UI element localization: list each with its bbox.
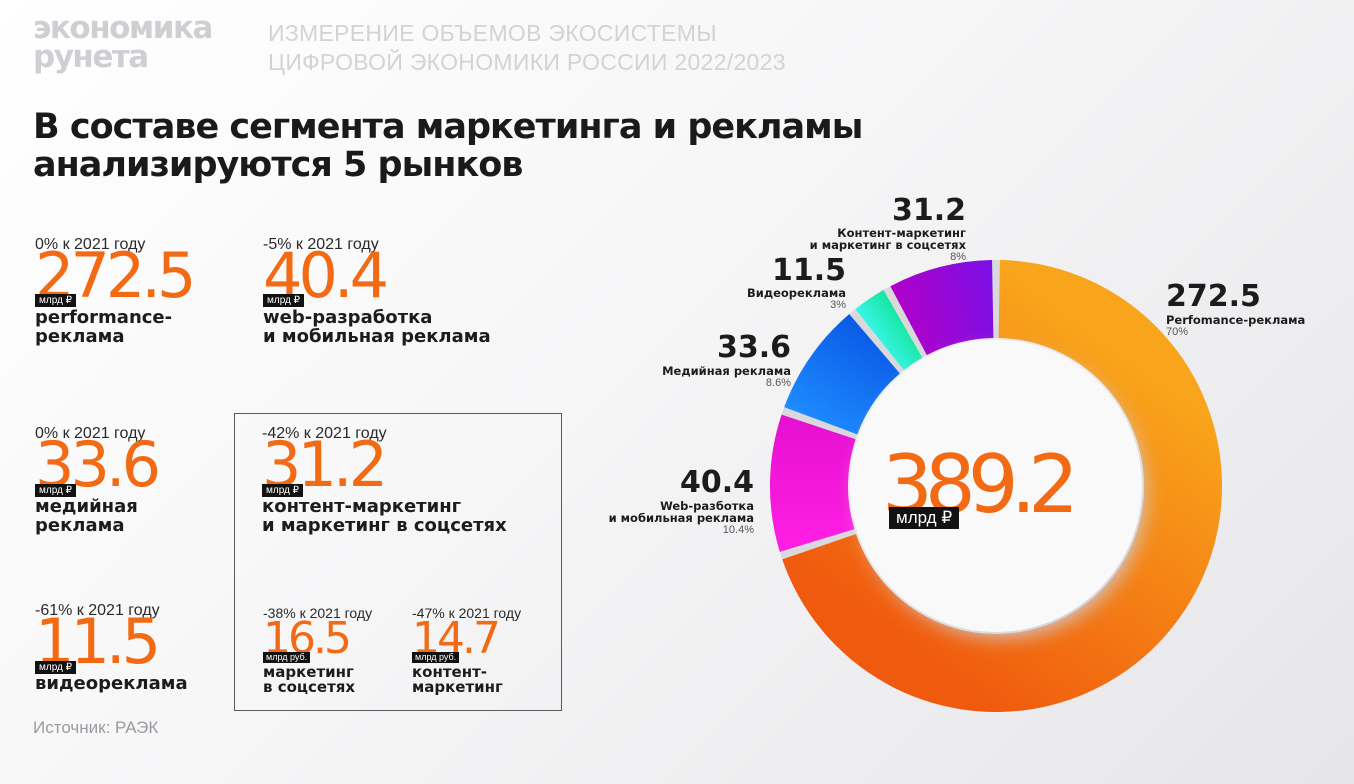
slice-percent: 10.4% [722, 524, 754, 536]
stat-unit: млрд руб. [412, 652, 460, 663]
stat-change: 0% к 2021 году [35, 236, 146, 253]
content-marketing-box [234, 413, 562, 711]
slice-label-web: 40.4 Web-разботка и мобильная реклама 10… [609, 468, 754, 537]
stat-label: web-разработка и мобильная реклама [263, 307, 491, 347]
slice-web [770, 414, 856, 552]
slice-label-video: 11.5 Видеореклама 3% [747, 256, 846, 312]
stat-change: -42% к 2021 году [262, 425, 387, 442]
page-title: В составе сегмента маркетинга и рекламы … [33, 107, 863, 185]
slice-value: 40.4 [679, 465, 754, 500]
slice-label-media: 33.6 Медийная реклама 8.6% [662, 333, 791, 390]
stat-unit: млрд ₽ [263, 294, 305, 307]
slice-value: 31.2 [891, 193, 966, 228]
slice-label-content: 31.2 Контент-маркетинг и маркетинг в соц… [810, 196, 966, 264]
slice-media [784, 314, 900, 435]
stat-content: -42% к 2021 году 31.2 млрд ₽ контент-мар… [262, 425, 507, 535]
stat-change: -38% к 2021 году [263, 605, 373, 621]
stat-change: 0% к 2021 году [35, 425, 146, 442]
slice-performance [782, 260, 1223, 713]
slice-name: Web-разботка [660, 499, 754, 513]
stat-label: видеореклама [35, 673, 188, 694]
stat-video: -61% к 2021 году 11.5 млрд ₽ видеореклам… [35, 602, 188, 693]
stat-unit: млрд ₽ [35, 661, 77, 674]
stat-unit: млрд ₽ [35, 294, 77, 307]
stat-web: -5% к 2021 году 40.4 млрд ₽ web-разработ… [263, 236, 491, 346]
stat-change: -5% к 2021 году [263, 236, 379, 253]
stat-change: -61% к 2021 году [35, 602, 160, 619]
stat-label: маркетинг в соцсетях [263, 663, 356, 696]
stat-label: медийная реклама [35, 496, 138, 536]
report-subtitle: ИЗМЕРЕНИЕ ОБЪЕМОВ ЭКОСИСТЕМЫ ЦИФРОВОЙ ЭК… [268, 20, 786, 75]
slice-name-2: и маркетинг в соцсетях [809, 238, 966, 252]
stat-label: performance- реклама [35, 307, 173, 347]
stat-unit: млрд ₽ [35, 484, 77, 497]
slice-name: Медийная реклама [662, 364, 791, 378]
stat-label: контент- маркетинг [412, 663, 503, 696]
source-note: Источник: РАЭК [33, 718, 159, 737]
donut-center [850, 340, 1142, 632]
slice-percent: 70% [1166, 326, 1189, 338]
slice-value: 11.5 [771, 253, 846, 288]
slice-percent: 3% [830, 299, 846, 311]
slice-label-performance: 272.5 Perfomance-реклама 70% [1166, 282, 1305, 339]
slice-value: 33.6 [716, 330, 791, 365]
slice-value: 272.5 [1166, 279, 1261, 314]
slice-percent: 8.6% [765, 377, 791, 389]
stat-unit: млрд руб. [263, 652, 311, 663]
stat-label: контент-маркетинг и маркетинг в соцсетях [262, 496, 507, 536]
slice-video [855, 290, 923, 371]
slice-name: Контент-маркетинг [837, 226, 966, 240]
logo: экономика рунета [33, 10, 213, 75]
stat-performance: 0% к 2021 году 272.5 млрд ₽ performance-… [35, 236, 196, 347]
total-unit: млрд ₽ [889, 507, 960, 529]
slice-percent: 8% [950, 251, 966, 263]
slice-content [890, 260, 994, 356]
stat-media: 0% к 2021 году 33.6 млрд ₽ медийная рекл… [35, 425, 161, 536]
stat-unit: млрд ₽ [262, 484, 304, 497]
stat-contentonly: -47% к 2021 году 14.7 млрд руб. контент-… [412, 604, 521, 695]
slice-name: Видеореклама [747, 286, 846, 300]
slice-name: Perfomance-реклама [1166, 313, 1306, 327]
stat-social: -38% к 2021 году 16.5 млрд руб. маркетин… [263, 604, 372, 695]
stat-change: -47% к 2021 году [412, 605, 522, 621]
slice-name-2: и мобильная реклама [608, 511, 754, 525]
